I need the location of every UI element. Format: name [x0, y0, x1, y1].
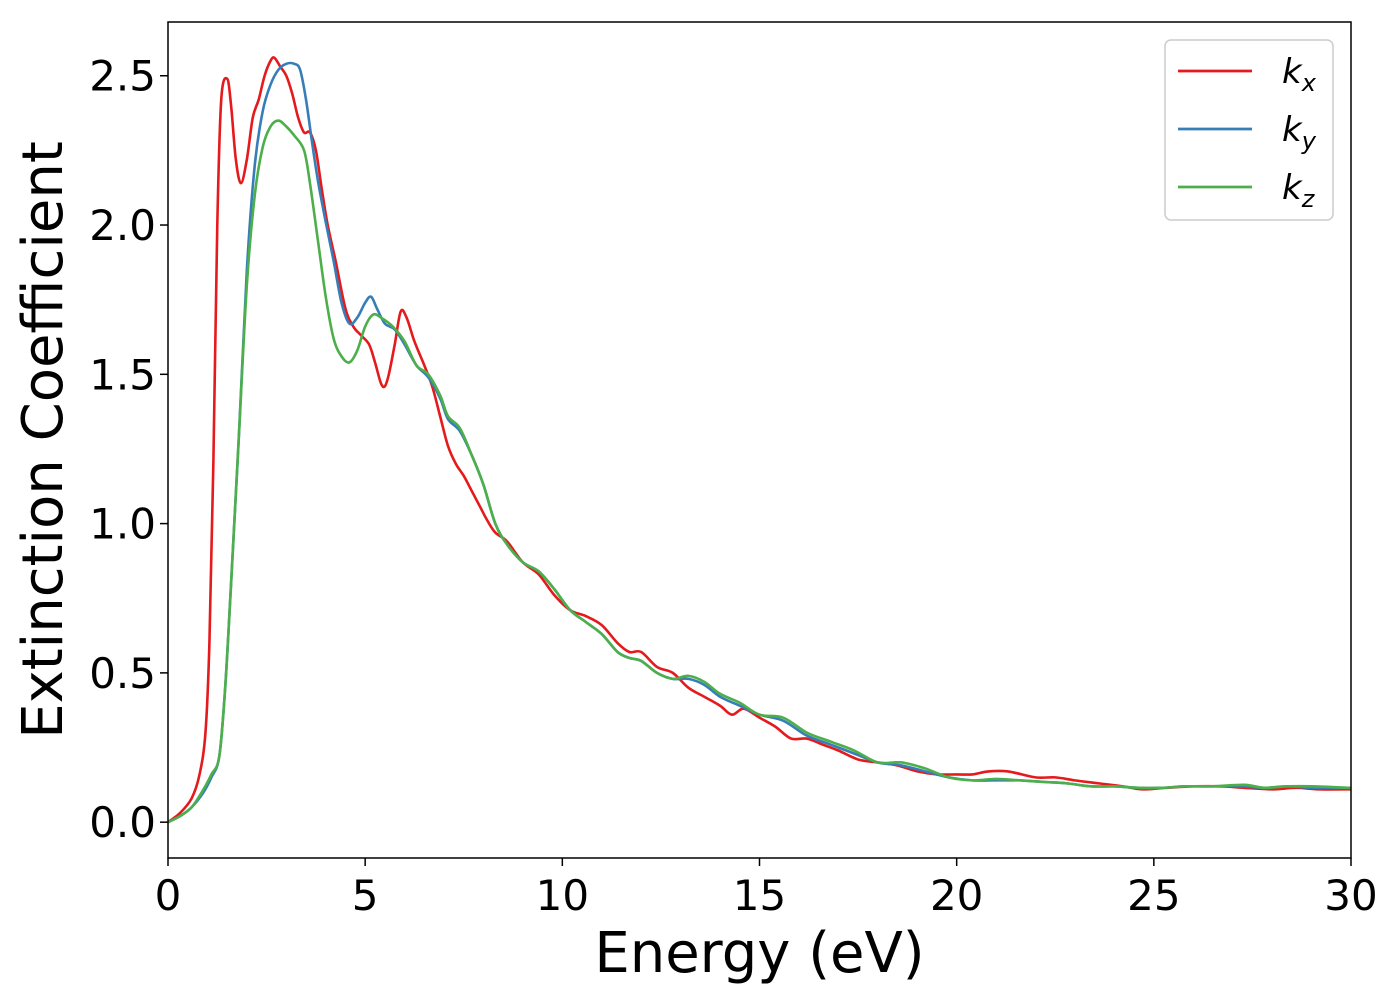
y-tick-label: 2.0	[89, 201, 156, 250]
legend-label-main: k	[1282, 52, 1303, 92]
x-tick-label: 5	[352, 871, 379, 920]
y-tick-label: 2.5	[89, 52, 156, 101]
legend-label-subscript: z	[1301, 185, 1316, 213]
series-lines	[168, 56, 1351, 824]
x-axis-label: Energy (eV)	[594, 921, 924, 986]
series-line-k-x	[168, 56, 1351, 824]
legend-label-main: k	[1282, 110, 1303, 150]
series-line-k-z	[168, 119, 1351, 824]
x-tick-label: 30	[1324, 871, 1377, 920]
y-tick-label: 1.5	[89, 350, 156, 399]
legend-label-k-x: kx	[1282, 52, 1317, 97]
plot-area-frame	[167, 21, 1352, 859]
legend-label-main: k	[1282, 168, 1303, 208]
legend-label-k-z: kz	[1282, 168, 1316, 213]
y-tick-label: 0.0	[89, 798, 156, 847]
x-tick-label: 15	[733, 871, 786, 920]
y-axis-label: Extinction Coefficient	[11, 141, 76, 739]
y-tick-label: 1.0	[89, 500, 156, 549]
axis-ticks: 0 5 10 15 20 25 30 0.0 0.5 1.0 1.5 2.0 2.5	[89, 52, 1378, 920]
x-tick-label: 10	[536, 871, 589, 920]
legend-label-k-y: ky	[1282, 110, 1317, 155]
x-tick-label: 20	[930, 871, 983, 920]
legend-label-subscript: y	[1301, 127, 1317, 155]
legend-label-subscript: x	[1301, 69, 1317, 97]
x-tick-label: 25	[1127, 871, 1180, 920]
x-tick-label: 0	[155, 871, 182, 920]
y-tick-label: 0.5	[89, 649, 156, 698]
